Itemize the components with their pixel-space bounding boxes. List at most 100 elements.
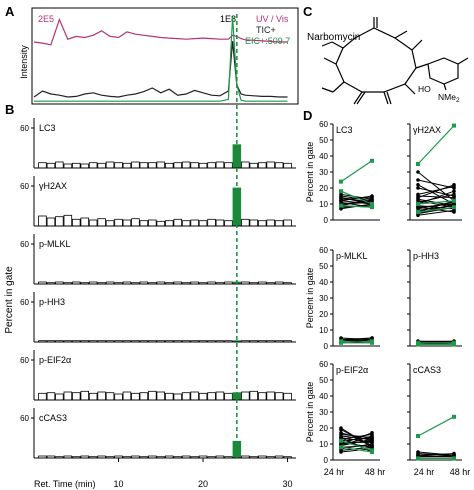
dpanel-1-green-point — [452, 205, 456, 210]
dpanel-1-point — [452, 192, 456, 197]
trace-tic- — [33, 41, 288, 98]
row-4-bar — [274, 392, 284, 401]
row-1-bar — [190, 219, 199, 227]
row-1-bar — [224, 220, 233, 227]
row-1-ytick-label: 60 — [20, 182, 29, 191]
row-0-bar — [241, 161, 250, 169]
dpanel-2-ytick-label: 10 — [319, 326, 328, 335]
row-4-bar — [181, 392, 191, 401]
row-0-bar — [131, 161, 140, 169]
nme-text: NMe — [438, 92, 456, 102]
x-tick-label: 30 — [283, 479, 293, 489]
dpanel-0-point — [339, 192, 343, 197]
row-4-bar — [266, 391, 275, 401]
row-0-bar — [266, 161, 275, 169]
dpanel-4-point — [370, 437, 374, 442]
dpanel-4-point — [339, 435, 343, 440]
dpanel-5-point — [452, 453, 456, 458]
row-5-label: cCAS3 — [39, 413, 67, 423]
dpanel-0-green-line — [340, 160, 373, 183]
dpanel-5-green-line — [417, 416, 455, 437]
row-0-bar — [122, 162, 132, 169]
dpanel-0-green-point — [339, 179, 343, 184]
x-tick-label: 10 — [114, 479, 124, 489]
dpanel-2-ytick-label: 50 — [319, 262, 328, 271]
trace-uv-vis — [33, 17, 288, 46]
dpanel-2-pair-line — [340, 337, 373, 341]
dpanel-4-ytick-label: 20 — [319, 424, 328, 433]
bars-xlabel: Ret. Time (min) — [34, 479, 96, 489]
row-0-bar — [283, 162, 292, 169]
dpanel-4-green-line — [340, 440, 373, 451]
d-xlabel-48: 48 hr — [365, 467, 386, 477]
dpanel-1-green-line — [417, 200, 455, 205]
chromatogram-frame — [31, 7, 299, 105]
bars-x-ticks: 10 20 30 — [114, 458, 293, 489]
dpanel-0-green-point — [339, 189, 343, 194]
panel-letter-c: C — [303, 4, 313, 19]
row-1-bar — [207, 218, 216, 227]
row-4-bar — [131, 392, 140, 401]
dpanel-0-point — [370, 197, 374, 201]
dpanel-4-green-point — [370, 448, 374, 453]
dpanel-0-point — [339, 199, 343, 203]
row-4-bar — [105, 392, 115, 401]
row-4-bar — [249, 390, 258, 401]
dpanel-4-pair-line — [340, 437, 373, 453]
dpanel-1-point — [416, 178, 420, 182]
dpanel-2-ytick-label: 20 — [319, 310, 328, 319]
dpanel-4-pair-line — [340, 435, 373, 447]
dpanel-1-point — [416, 186, 420, 190]
dpanel-1-point — [452, 189, 456, 193]
legend-tic: TIC+ — [256, 25, 276, 35]
row-1-label: γH2AX — [39, 181, 67, 191]
dpanel-5-label: cCAS3 — [413, 365, 441, 375]
row-1-bar — [241, 218, 250, 227]
dpanel-0-green-point — [370, 202, 374, 206]
row-4-bar — [215, 391, 225, 401]
row-4-bar — [55, 393, 64, 401]
row-1-bar — [55, 216, 64, 227]
row-4-bar — [46, 392, 56, 401]
dpanel-5-green-point — [452, 414, 456, 419]
row-4-bar — [156, 391, 165, 401]
row-4-bar — [97, 391, 106, 401]
row-4-bar — [224, 392, 233, 401]
dpanel-2-green-line — [340, 340, 373, 344]
row-4-bar — [241, 391, 250, 401]
compound-name: Narbomycin — [307, 32, 360, 43]
dpanel-4-point — [339, 432, 343, 437]
dpanel-2-green-point — [370, 339, 374, 344]
dpanel-3-green-point — [452, 342, 456, 347]
legend-uv: UV / Vis — [256, 14, 289, 24]
row-0-bar — [46, 162, 56, 169]
row-1-bar — [266, 219, 275, 227]
dpanel-0-point — [370, 194, 374, 198]
dpanel-0-label: LC3 — [336, 125, 353, 135]
row-1-bar — [156, 220, 165, 227]
dpanel-1-pair-line — [417, 195, 455, 199]
tic-scale-label: 1E8 — [220, 14, 236, 24]
dpanel-0-green-point — [339, 203, 343, 208]
dpanel-1-point — [416, 183, 420, 187]
row-4-label: p-EIF2α — [39, 355, 71, 365]
row-0-bar — [88, 162, 98, 169]
dpanel-5-green-point — [416, 456, 420, 461]
dpanel-1-green-point — [416, 210, 420, 214]
dpanel-0-pair-line — [340, 197, 373, 205]
row-1-bar — [257, 220, 267, 227]
dpanel-0-ytick-label: 20 — [319, 184, 328, 193]
dpanel-0-green-point — [370, 205, 374, 210]
dpanel-0-pair-line — [340, 193, 373, 200]
chromatogram-panel: Intensity 2E5 1E8 UV / Vis TIC+ EIC+:509… — [19, 7, 299, 105]
row-3-ytick-label: 60 — [20, 298, 29, 307]
row-4-bar — [122, 391, 132, 401]
dpanel-2-point — [370, 336, 374, 340]
row-0-bar — [224, 162, 233, 169]
dpanel-4-green-point — [339, 445, 343, 450]
dpanel-1-point — [452, 183, 456, 187]
dpanel-5-green-point — [416, 434, 420, 438]
dpanel-1-point — [416, 170, 420, 174]
dpanel-5-point — [416, 450, 420, 454]
dpanel-1-green-point — [416, 202, 420, 206]
